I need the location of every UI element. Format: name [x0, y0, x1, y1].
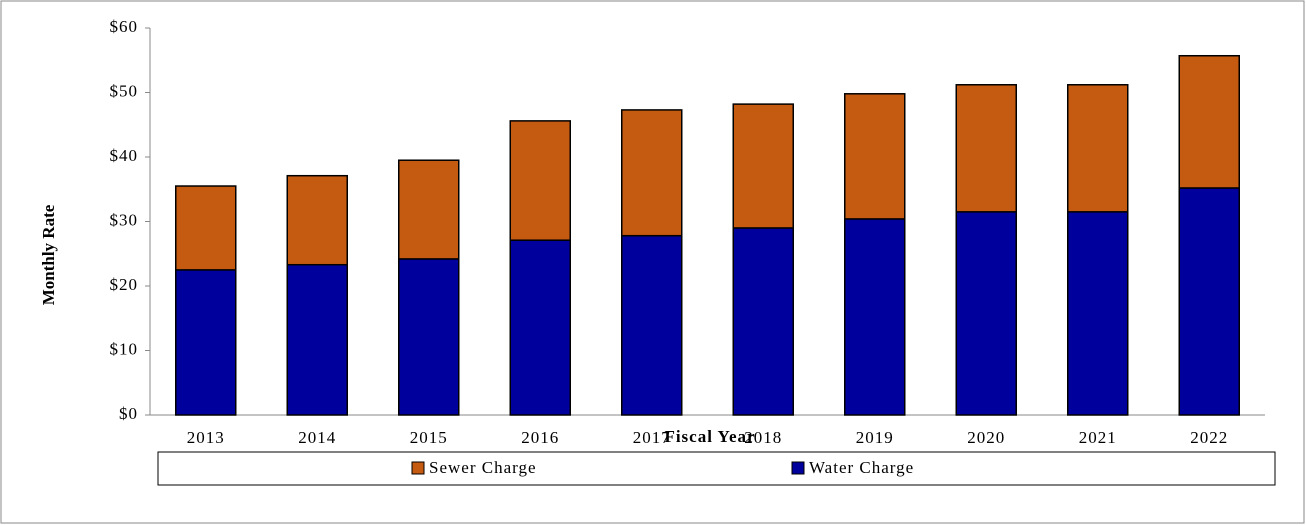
y-tick-label: $40: [110, 146, 139, 165]
y-tick-label: $30: [110, 210, 139, 229]
bar-segment: [398, 258, 460, 416]
bar-segment: [1067, 211, 1129, 416]
bar-segment: [1067, 84, 1129, 213]
bar-segment: [621, 234, 683, 416]
y-tick-label: $0: [119, 404, 138, 423]
bar-segment: [1178, 187, 1240, 416]
bar-segment: [621, 109, 683, 237]
x-tick-label: 2018: [744, 428, 782, 447]
x-tick-label: 2013: [187, 428, 225, 447]
x-tick-label: 2017: [633, 428, 671, 447]
legend-swatch: [791, 461, 805, 475]
bar-segment: [1178, 54, 1240, 189]
bar-segment: [175, 185, 237, 271]
bar-segment: [286, 174, 348, 266]
y-tick-label: $20: [110, 275, 139, 294]
bar-segment: [955, 84, 1017, 213]
bar-segment: [732, 227, 794, 416]
bar-segment: [509, 120, 571, 241]
x-tick-label: 2015: [410, 428, 448, 447]
bar-segment: [509, 239, 571, 416]
x-tick-label: 2021: [1079, 428, 1117, 447]
y-axis-label: Monthly Rate: [39, 204, 58, 305]
x-tick-label: 2014: [298, 428, 336, 447]
bar-segment: [175, 269, 237, 416]
y-tick-label: $50: [110, 81, 139, 100]
legend-label: Water Charge: [809, 458, 914, 477]
bar-segment: [286, 263, 348, 416]
bar-segment: [844, 93, 906, 220]
legend-box: [157, 451, 1276, 486]
bar-segment: [398, 159, 460, 260]
bar-segment: [955, 211, 1017, 416]
bar-segment: [732, 103, 794, 229]
legend-label: Sewer Charge: [429, 458, 537, 477]
y-tick-label: $10: [110, 339, 139, 358]
legend-swatch: [411, 461, 425, 475]
x-tick-label: 2016: [521, 428, 559, 447]
x-axis-label: Fiscal Year: [664, 427, 755, 446]
y-tick-label: $60: [110, 17, 139, 36]
x-tick-label: 2019: [856, 428, 894, 447]
bar-segment: [844, 218, 906, 416]
x-tick-label: 2022: [1190, 428, 1228, 447]
x-tick-label: 2020: [967, 428, 1005, 447]
